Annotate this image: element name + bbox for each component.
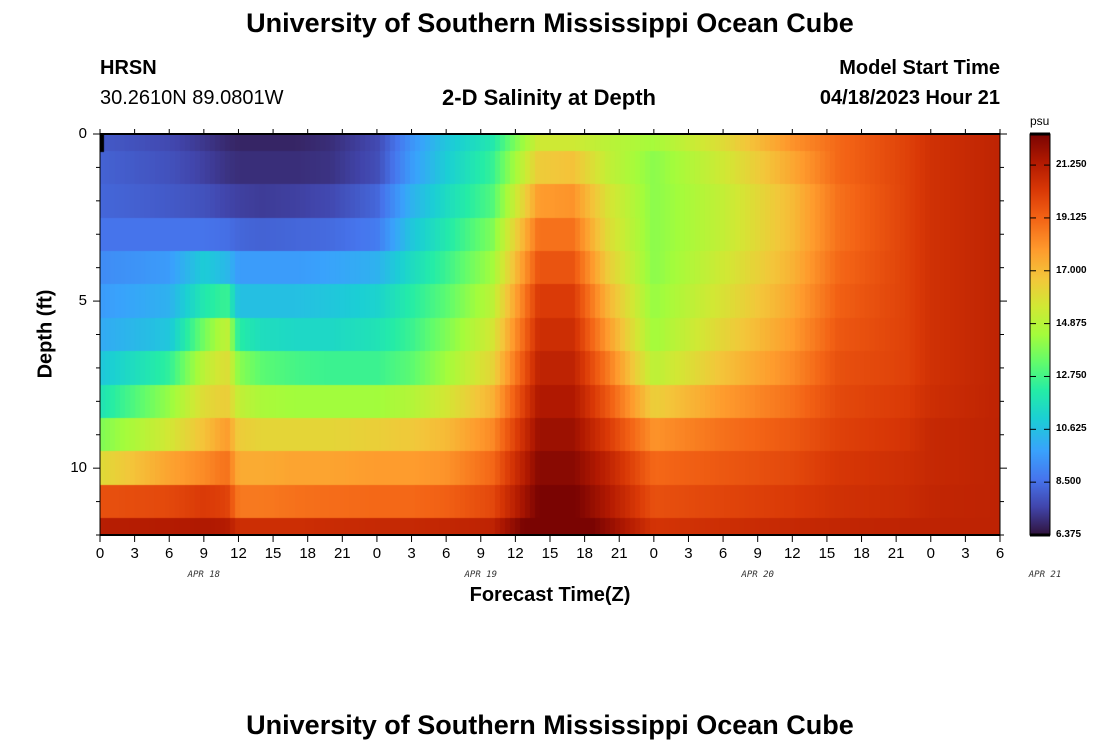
- x-tick-label: 6: [718, 545, 728, 562]
- page-title: University of Southern Mississippi Ocean…: [246, 8, 854, 38]
- x-tick-label: 3: [684, 545, 693, 562]
- x-tick-label: 21: [610, 545, 628, 562]
- x-tick-label: 0: [926, 545, 935, 562]
- colorbar-tick-label: 12.750: [1056, 370, 1087, 382]
- x-tick-label: 0: [649, 545, 659, 562]
- x-date-label: APR 18: [187, 570, 221, 580]
- y-tick-label: 10: [70, 459, 87, 477]
- x-tick-label: 3: [961, 545, 970, 562]
- colorbar-tick-label: 17.000: [1056, 264, 1087, 276]
- colorbar-tick-label: 8.500: [1056, 476, 1082, 488]
- x-tick-label: 15: [818, 545, 836, 562]
- x-tick-label: 9: [753, 545, 762, 562]
- y-axis-label: Depth (ft): [34, 289, 57, 379]
- x-tick-label: 21: [887, 545, 905, 562]
- x-tick-label: 0: [95, 545, 105, 562]
- heatmap-canvas: [100, 134, 1000, 535]
- x-tick-label: 18: [299, 545, 317, 562]
- page-title-bottom: University of Southern Mississippi Ocean…: [246, 710, 854, 740]
- x-tick-label: 0: [372, 545, 382, 562]
- x-tick-label: 15: [264, 545, 282, 562]
- x-tick-label: 6: [165, 545, 174, 562]
- x-tick-label: 12: [507, 545, 524, 562]
- x-tick-label: 15: [541, 545, 559, 562]
- x-tick-label: 12: [230, 545, 247, 562]
- x-axis-label: Forecast Time(Z): [469, 584, 631, 606]
- colorbar: [1029, 133, 1051, 536]
- colorbar-tick-label: 14.875: [1056, 317, 1087, 329]
- colorbar-tick-label: 10.625: [1056, 423, 1087, 435]
- y-tick-label: 0: [78, 125, 87, 142]
- x-tick-label: 3: [130, 545, 139, 562]
- colorbar-tick-label: 21.250: [1056, 159, 1087, 171]
- x-date-label: APR 19: [464, 570, 498, 580]
- station-location: 30.2610N 89.0801W: [100, 87, 284, 109]
- y-tick-label: 5: [78, 292, 87, 310]
- x-tick-label: 9: [199, 545, 209, 562]
- x-date-label: APR 20: [741, 570, 774, 580]
- colorbar-tick-label: 19.125: [1056, 211, 1087, 223]
- plot-title: 2-D Salinity at Depth: [442, 85, 656, 110]
- x-date-label: APR 21: [1028, 570, 1062, 580]
- plot-frame: [99, 133, 1001, 536]
- colorbar-unit: psu: [1030, 114, 1050, 128]
- x-tick-label: 6: [441, 545, 451, 562]
- x-tick-label: 3: [407, 545, 416, 562]
- x-tick-label: 18: [853, 545, 870, 562]
- salinity-heatmap: [100, 134, 1000, 535]
- x-tick-label: 9: [476, 545, 485, 562]
- x-tick-label: 6: [995, 545, 1005, 562]
- x-tick-label: 18: [576, 545, 593, 562]
- model-start-label: Model Start Time: [839, 57, 1000, 79]
- station-name: HRSN: [100, 57, 157, 79]
- x-tick-label: 21: [333, 545, 351, 562]
- colorbar-tick-label: 6.375: [1056, 529, 1082, 540]
- model-start-time: 04/18/2023 Hour 21: [819, 87, 1000, 109]
- x-tick-label: 12: [783, 545, 801, 562]
